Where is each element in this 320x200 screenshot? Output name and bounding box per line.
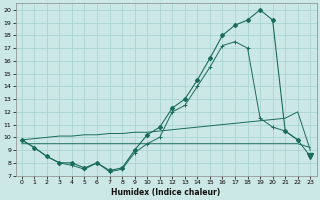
X-axis label: Humidex (Indice chaleur): Humidex (Indice chaleur) bbox=[111, 188, 221, 197]
